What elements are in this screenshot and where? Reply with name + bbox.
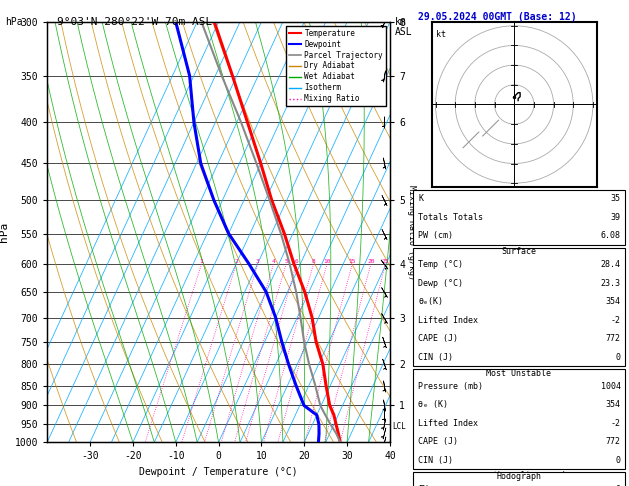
Text: EH: EH bbox=[418, 485, 428, 486]
Text: LCL: LCL bbox=[392, 422, 406, 431]
Text: -2: -2 bbox=[611, 419, 621, 428]
Text: 2: 2 bbox=[235, 259, 238, 264]
Text: θₑ (K): θₑ (K) bbox=[418, 400, 448, 409]
Text: -2: -2 bbox=[611, 316, 621, 325]
Text: 10: 10 bbox=[323, 259, 331, 264]
X-axis label: Dewpoint / Temperature (°C): Dewpoint / Temperature (°C) bbox=[139, 467, 298, 477]
Text: 772: 772 bbox=[606, 334, 621, 343]
Text: 6.08: 6.08 bbox=[601, 231, 621, 240]
Text: 354: 354 bbox=[606, 297, 621, 306]
Text: 29.05.2024 00GMT (Base: 12): 29.05.2024 00GMT (Base: 12) bbox=[418, 12, 577, 22]
Text: Temp (°C): Temp (°C) bbox=[418, 260, 464, 269]
Text: CAPE (J): CAPE (J) bbox=[418, 437, 459, 446]
Text: 4: 4 bbox=[272, 259, 276, 264]
Text: 15: 15 bbox=[348, 259, 356, 264]
Text: CIN (J): CIN (J) bbox=[418, 353, 454, 362]
Text: 8: 8 bbox=[312, 259, 316, 264]
Text: Surface: Surface bbox=[501, 247, 537, 256]
Text: 1: 1 bbox=[200, 259, 203, 264]
Text: 3: 3 bbox=[256, 259, 260, 264]
Text: 0: 0 bbox=[616, 456, 621, 465]
Y-axis label: Mixing Ratio (g/kg): Mixing Ratio (g/kg) bbox=[407, 185, 416, 279]
Text: 39: 39 bbox=[611, 213, 621, 222]
Legend: Temperature, Dewpoint, Parcel Trajectory, Dry Adiabat, Wet Adiabat, Isotherm, Mi: Temperature, Dewpoint, Parcel Trajectory… bbox=[286, 26, 386, 106]
Text: hPa: hPa bbox=[5, 17, 23, 27]
Text: 354: 354 bbox=[606, 400, 621, 409]
Text: 772: 772 bbox=[606, 437, 621, 446]
Text: kt: kt bbox=[435, 30, 445, 39]
Text: CAPE (J): CAPE (J) bbox=[418, 334, 459, 343]
Text: 9°03'N 280°22'W 70m ASL: 9°03'N 280°22'W 70m ASL bbox=[57, 17, 212, 27]
Text: Most Unstable: Most Unstable bbox=[486, 369, 552, 378]
Text: 20: 20 bbox=[367, 259, 375, 264]
Text: 25: 25 bbox=[382, 259, 389, 264]
Text: PW (cm): PW (cm) bbox=[418, 231, 454, 240]
Y-axis label: hPa: hPa bbox=[0, 222, 9, 242]
Text: 1004: 1004 bbox=[601, 382, 621, 391]
Text: θₑ(K): θₑ(K) bbox=[418, 297, 443, 306]
Text: K: K bbox=[418, 194, 423, 203]
Text: Totals Totals: Totals Totals bbox=[418, 213, 483, 222]
Text: ASL: ASL bbox=[394, 27, 412, 37]
Text: Lifted Index: Lifted Index bbox=[418, 419, 478, 428]
Text: 6: 6 bbox=[295, 259, 299, 264]
Text: 28.4: 28.4 bbox=[601, 260, 621, 269]
Text: Hodograph: Hodograph bbox=[496, 472, 542, 481]
Text: Dewp (°C): Dewp (°C) bbox=[418, 279, 464, 288]
Text: © weatheronline.co.uk: © weatheronline.co.uk bbox=[470, 471, 567, 480]
Text: 0: 0 bbox=[616, 353, 621, 362]
Text: CIN (J): CIN (J) bbox=[418, 456, 454, 465]
Text: 23.3: 23.3 bbox=[601, 279, 621, 288]
Text: Pressure (mb): Pressure (mb) bbox=[418, 382, 483, 391]
Text: 5: 5 bbox=[284, 259, 288, 264]
Text: Lifted Index: Lifted Index bbox=[418, 316, 478, 325]
Text: 35: 35 bbox=[611, 194, 621, 203]
Text: km: km bbox=[394, 17, 406, 27]
Text: 0: 0 bbox=[616, 485, 621, 486]
